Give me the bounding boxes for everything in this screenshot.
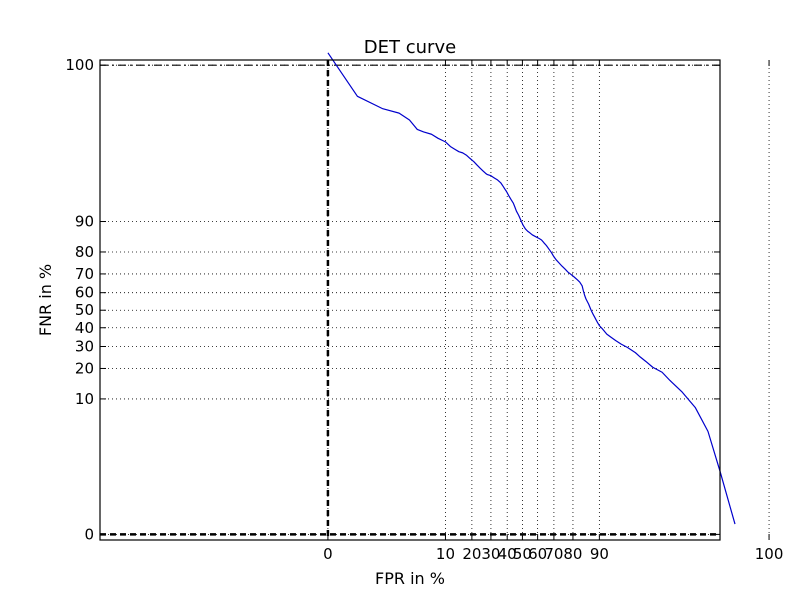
y-tick-label: 100: [65, 56, 94, 74]
y-tick-label: 70: [75, 265, 94, 283]
y-axis-label: FNR in %: [36, 264, 55, 336]
x-tick-label: 30: [481, 545, 500, 563]
y-tick-label: 0: [84, 525, 94, 543]
series-line-0: [327, 52, 736, 525]
y-tick-label: 50: [75, 301, 94, 319]
y-tick-label: 80: [75, 243, 94, 261]
x-tick-label: 70: [544, 545, 563, 563]
x-tick-label: 0: [323, 545, 333, 563]
x-tick-label: 40: [498, 545, 517, 563]
x-tick-label: 90: [590, 545, 609, 563]
y-tick-label: 90: [75, 213, 94, 231]
grid-lines: [100, 60, 770, 540]
plot-frame: [99, 59, 721, 541]
y-tick-label: 20: [75, 359, 94, 377]
series-layer: [327, 52, 736, 525]
x-tick-label: 50: [513, 545, 532, 563]
x-axis-label: FPR in %: [375, 569, 445, 588]
x-tick-label: 80: [563, 545, 582, 563]
x-tick-label: 10: [436, 545, 455, 563]
reference-lines: [100, 60, 720, 540]
chart-title: DET curve: [364, 37, 456, 58]
x-tick-label: 20: [462, 545, 481, 563]
x-tick-label: 100: [755, 545, 784, 563]
y-tick-label: 40: [75, 319, 94, 337]
x-tick-label: 60: [528, 545, 547, 563]
y-tick-label: 10: [75, 390, 94, 408]
y-tick-label: 30: [75, 338, 94, 356]
y-tick-label: 60: [75, 284, 94, 302]
